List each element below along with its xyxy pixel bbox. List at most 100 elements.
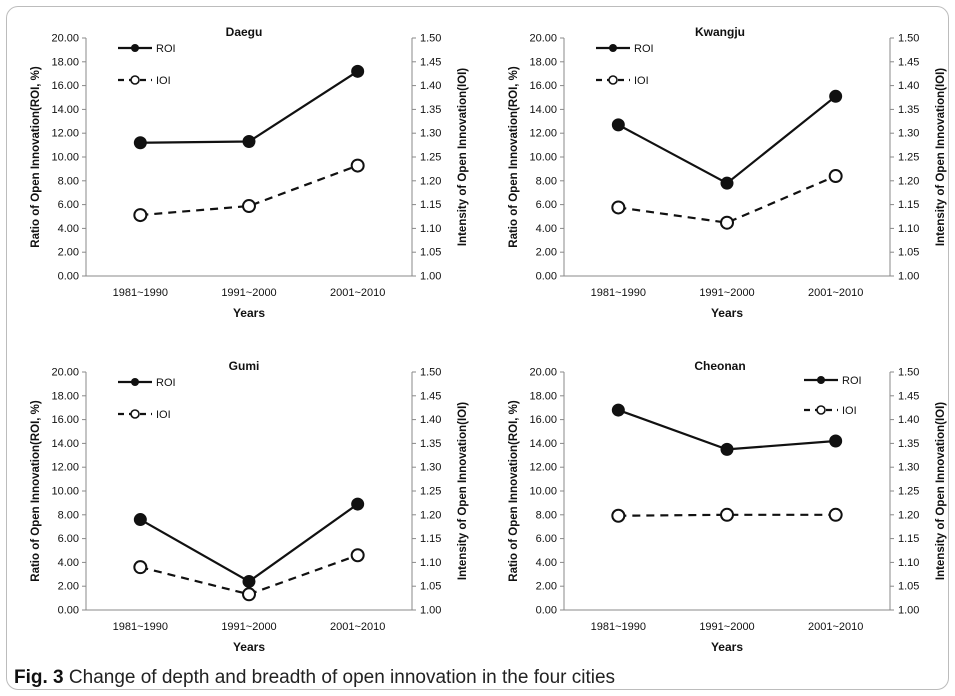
right-tick-label: 1.35 <box>898 438 919 450</box>
legend-marker-roi <box>131 378 139 386</box>
right-tick-label: 1.15 <box>898 199 919 211</box>
left-tick-label: 12.00 <box>51 462 79 474</box>
right-tick-label: 1.20 <box>898 509 919 521</box>
left-tick-label: 14.00 <box>529 438 557 450</box>
left-tick-label: 10.00 <box>51 152 79 164</box>
left-tick-label: 2.00 <box>536 247 557 259</box>
left-tick-label: 16.00 <box>51 80 79 92</box>
x-axis-label: Years <box>711 306 743 320</box>
left-tick-label: 8.00 <box>536 175 557 187</box>
data-point-roi <box>720 442 734 456</box>
right-tick-label: 1.10 <box>898 223 919 235</box>
left-tick-label: 0.00 <box>58 605 79 617</box>
right-tick-label: 1.00 <box>420 605 441 617</box>
data-point-ioi <box>720 507 734 522</box>
legend-marker-ioi <box>816 405 826 415</box>
right-axis-label: Intensity of Open Innovation(IOI) <box>935 68 947 246</box>
legend-label-ioi: IOI <box>156 409 171 421</box>
right-tick-label: 1.20 <box>898 175 919 187</box>
left-tick-label: 8.00 <box>58 509 79 521</box>
x-axis-label: Years <box>711 640 743 654</box>
right-tick-label: 1.00 <box>898 271 919 283</box>
right-axis-label: Intensity of Open Innovation(IOI) <box>935 402 947 580</box>
right-tick-label: 1.30 <box>420 462 441 474</box>
right-tick-label: 1.05 <box>420 247 441 259</box>
legend-marker-ioi <box>130 75 140 85</box>
data-point-ioi <box>350 158 365 173</box>
data-point-roi <box>242 574 256 588</box>
right-tick-label: 1.25 <box>420 152 441 164</box>
data-point-roi <box>242 135 256 149</box>
left-tick-label: 4.00 <box>58 557 79 569</box>
data-point-roi <box>351 64 365 78</box>
left-tick-label: 16.00 <box>529 414 557 426</box>
right-tick-label: 1.40 <box>898 80 919 92</box>
chart-title: Gumi <box>229 359 260 373</box>
x-axis-label: Years <box>233 306 265 320</box>
right-axis-label: Intensity of Open Innovation(IOI) <box>457 68 469 246</box>
right-tick-label: 1.00 <box>898 605 919 617</box>
data-point-roi <box>133 513 147 527</box>
right-tick-label: 1.20 <box>420 509 441 521</box>
right-tick-label: 1.45 <box>898 56 919 68</box>
data-point-ioi <box>242 199 256 214</box>
right-tick-label: 1.25 <box>898 152 919 164</box>
figure-caption: Fig. 3 Change of depth and breadth of op… <box>14 667 615 689</box>
left-tick-label: 18.00 <box>529 390 557 402</box>
left-tick-label: 12.00 <box>51 128 79 140</box>
right-tick-label: 1.40 <box>420 414 441 426</box>
legend-marker-roi <box>817 376 825 384</box>
left-tick-label: 20.00 <box>51 33 79 45</box>
x-tick-label: 2001~2010 <box>330 287 385 299</box>
caption-label: Fig. 3 <box>14 667 64 688</box>
left-tick-label: 18.00 <box>529 56 557 68</box>
right-tick-label: 1.30 <box>898 462 919 474</box>
data-point-ioi <box>133 208 148 223</box>
data-point-ioi <box>242 587 256 602</box>
right-tick-label: 1.15 <box>420 199 441 211</box>
left-tick-label: 10.00 <box>529 486 557 498</box>
right-tick-label: 1.25 <box>420 486 441 498</box>
right-tick-label: 1.00 <box>420 271 441 283</box>
left-tick-label: 0.00 <box>536 605 557 617</box>
x-tick-label: 2001~2010 <box>808 621 863 633</box>
right-tick-label: 1.05 <box>420 581 441 593</box>
left-tick-label: 6.00 <box>536 533 557 545</box>
left-tick-label: 4.00 <box>536 557 557 569</box>
left-tick-label: 12.00 <box>529 128 557 140</box>
data-point-ioi <box>350 548 365 563</box>
series-line-roi <box>139 503 359 583</box>
caption-text: Change of depth and breadth of open inno… <box>68 667 616 688</box>
x-tick-label: 1981~1990 <box>591 621 646 633</box>
left-tick-label: 20.00 <box>529 33 557 45</box>
right-tick-label: 1.45 <box>420 56 441 68</box>
x-tick-label: 1991~2000 <box>699 621 754 633</box>
left-tick-label: 10.00 <box>529 152 557 164</box>
right-tick-label: 1.35 <box>898 104 919 116</box>
right-tick-label: 1.15 <box>898 533 919 545</box>
figure-panels: 0.00 2.00 4.00 6.00 8.00 10.00 12.00 14.00 16.00… <box>30 25 947 654</box>
left-axis-label: Ratio of Open Innovation(ROI, %) <box>30 66 42 248</box>
left-tick-label: 14.00 <box>51 104 79 116</box>
left-axis-label: Ratio of Open Innovation(ROI, %) <box>508 66 520 248</box>
data-point-roi <box>611 403 625 417</box>
left-tick-label: 14.00 <box>529 104 557 116</box>
left-tick-label: 16.00 <box>51 414 79 426</box>
x-tick-label: 2001~2010 <box>330 621 385 633</box>
legend-label-ioi: IOI <box>156 75 171 87</box>
left-tick-label: 18.00 <box>51 56 79 68</box>
right-tick-label: 1.50 <box>898 33 919 45</box>
left-tick-label: 0.00 <box>58 271 79 283</box>
left-tick-label: 6.00 <box>58 533 79 545</box>
data-point-roi <box>829 434 843 448</box>
series-line-ioi <box>618 175 837 224</box>
x-tick-label: 1981~1990 <box>113 621 168 633</box>
x-tick-label: 1991~2000 <box>221 621 276 633</box>
right-tick-label: 1.30 <box>420 128 441 140</box>
right-tick-label: 1.35 <box>420 104 441 116</box>
right-tick-label: 1.10 <box>898 557 919 569</box>
data-point-ioi <box>611 200 626 215</box>
chart-panel-cheonan: 0.00 2.00 4.00 6.00 8.00 10.00 12.00 14.00 16.00… <box>508 359 947 654</box>
left-tick-label: 20.00 <box>529 367 557 379</box>
data-point-roi <box>829 89 843 103</box>
